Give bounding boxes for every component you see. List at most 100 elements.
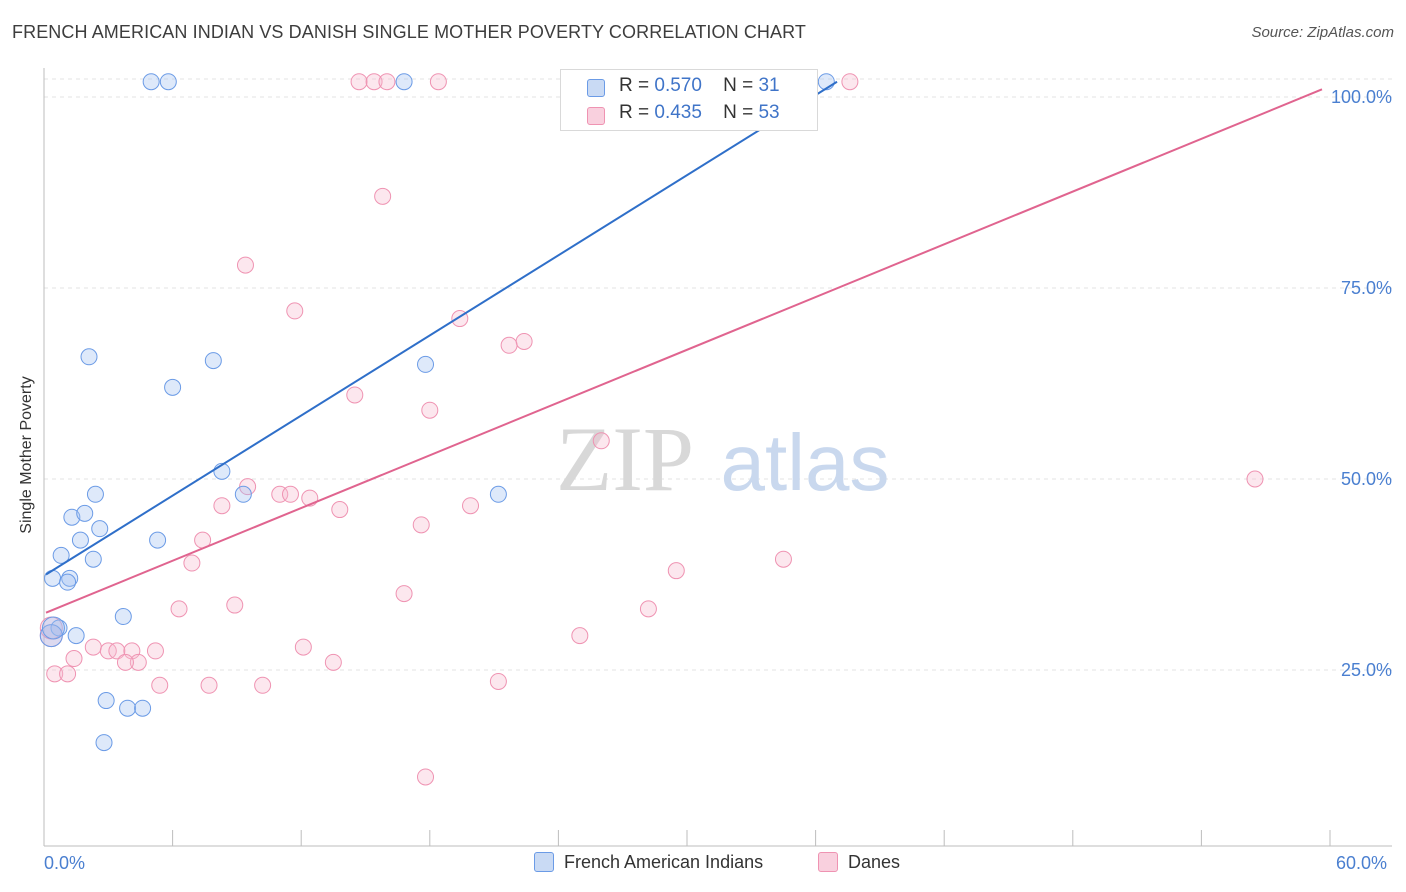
data-point: [417, 355, 435, 373]
data-point: [294, 638, 312, 656]
data-point: [286, 302, 304, 320]
data-point: [421, 401, 439, 419]
data-point: [114, 608, 132, 626]
data-point: [146, 642, 164, 660]
data-point: [84, 550, 102, 568]
data-point: [170, 600, 188, 618]
data-point: [149, 531, 167, 549]
gridlines: [44, 78, 1392, 671]
data-point: [213, 497, 231, 515]
data-point: [99, 642, 117, 660]
bottom-legend-swatch-pink: [818, 852, 838, 872]
data-point: [67, 627, 85, 645]
data-point: [378, 73, 396, 91]
y-tick-label-75: 75.0%: [1341, 278, 1392, 298]
data-point: [63, 508, 81, 526]
bottom-legend-french: French American Indians: [534, 852, 763, 873]
watermark-zip: ZIP: [556, 408, 694, 510]
legend-stats-blue: R = 0.570 N = 31: [619, 75, 780, 96]
data-point: [841, 73, 859, 91]
data-point: [395, 585, 413, 603]
data-point: [46, 665, 64, 683]
source-label: Source: ZipAtlas.com: [1251, 24, 1394, 41]
data-point: [41, 616, 65, 640]
data-point: [204, 352, 222, 370]
data-point: [234, 485, 252, 503]
data-point: [52, 546, 70, 564]
data-point: [774, 550, 792, 568]
bottom-legend-swatch-blue: [534, 852, 554, 872]
data-point: [76, 504, 94, 522]
data-point: [108, 642, 126, 660]
data-point: [236, 256, 254, 274]
data-point: [395, 73, 413, 91]
data-point: [119, 699, 137, 717]
regression-line-danes: [45, 88, 1323, 614]
legend-r-pink: 0.435: [654, 102, 702, 123]
data-point: [183, 554, 201, 572]
stats-legend: R = 0.570 N = 31 R = 0.435 N = 53: [560, 69, 818, 131]
regression-line-french-american-indians: [45, 80, 838, 576]
data-point: [346, 386, 364, 404]
data-point: [365, 73, 383, 91]
data-point: [80, 348, 98, 366]
data-point: [324, 653, 342, 671]
data-point: [281, 485, 299, 503]
data-point: [91, 520, 109, 538]
y-tick-label-25: 25.0%: [1341, 660, 1392, 680]
data-point: [116, 653, 134, 671]
x-tick-label-max: 60.0%: [1336, 853, 1388, 873]
data-point: [129, 653, 147, 671]
data-point: [639, 600, 657, 618]
data-point: [429, 73, 447, 91]
data-point: [151, 676, 169, 694]
regression-lines: [45, 80, 1323, 614]
data-point: [592, 432, 610, 450]
data-point: [412, 516, 430, 534]
data-point: [86, 485, 104, 503]
data-point: [667, 562, 685, 580]
data-point: [200, 676, 218, 694]
watermark-atlas: atlas: [721, 418, 890, 507]
data-point: [39, 624, 63, 648]
data-point: [164, 378, 182, 396]
legend-swatch-blue: [587, 79, 605, 97]
data-point: [500, 336, 518, 354]
data-point: [417, 768, 435, 786]
data-point: [159, 73, 177, 91]
legend-stats-pink: R = 0.435 N = 53: [619, 102, 780, 123]
y-tick-label-50: 50.0%: [1341, 469, 1392, 489]
x-ticks: [43, 830, 1331, 846]
watermark: ZIP atlas: [556, 408, 889, 510]
data-point: [134, 699, 152, 717]
bottom-legend-danes: Danes: [818, 852, 900, 873]
data-point: [462, 497, 480, 515]
data-point: [350, 73, 368, 91]
legend-n-pink: 53: [758, 102, 780, 123]
y-tick-label-100: 100.0%: [1331, 87, 1392, 107]
data-point: [515, 332, 533, 350]
legend-n-blue: 31: [758, 75, 780, 96]
data-point: [65, 650, 83, 668]
data-point: [226, 596, 244, 614]
chart-title: FRENCH AMERICAN INDIAN VS DANISH SINGLE …: [12, 22, 806, 42]
data-point: [142, 73, 160, 91]
data-point: [254, 676, 272, 694]
axes: [43, 68, 1392, 847]
data-point: [59, 573, 77, 591]
legend-r-blue: 0.570: [654, 75, 702, 96]
data-point: [71, 531, 89, 549]
data-point: [59, 665, 77, 683]
data-point: [95, 734, 113, 752]
data-point: [1246, 470, 1264, 488]
legend-swatch-pink: [587, 107, 605, 125]
data-point: [331, 501, 349, 519]
data-point: [489, 485, 507, 503]
x-tick-label-min: 0.0%: [44, 853, 86, 873]
data-point: [374, 187, 392, 205]
data-point: [489, 672, 507, 690]
y-tick-labels: 25.0% 50.0% 75.0% 100.0%: [1331, 87, 1392, 680]
data-point: [84, 638, 102, 656]
data-point: [97, 692, 115, 710]
